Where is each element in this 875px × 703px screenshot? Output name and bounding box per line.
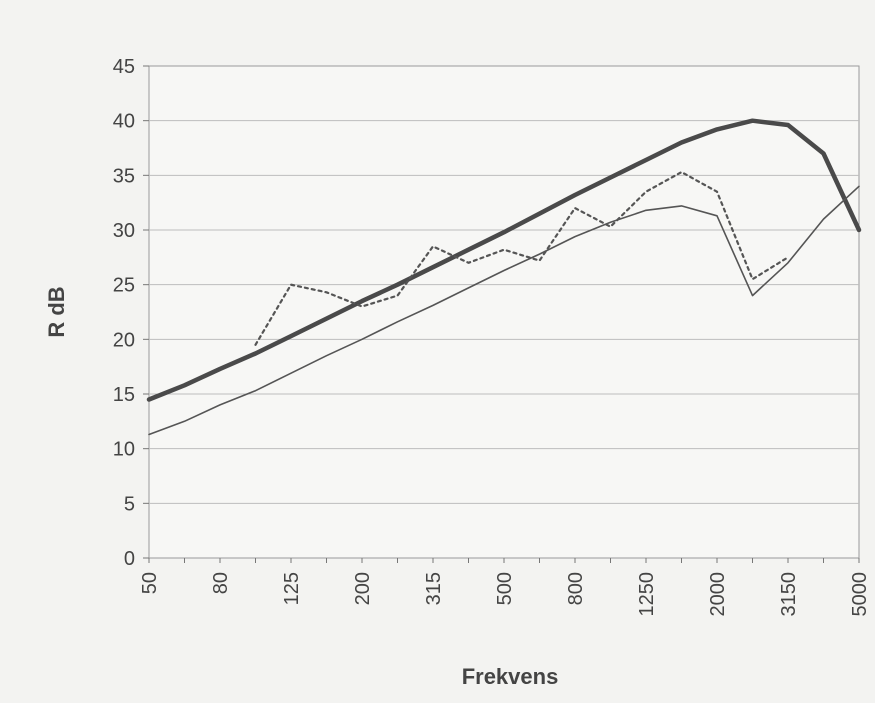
x-tick-label: 315: [423, 572, 445, 605]
series-line-thick: [146, 118, 862, 402]
y-tick-label: 45: [113, 56, 135, 78]
x-tick-label: 1250: [636, 572, 658, 617]
series-line-dotted: [254, 171, 790, 346]
y-tick-label: 25: [113, 275, 135, 297]
x-tick-label: 800: [565, 572, 587, 605]
x-tick-label: 50: [139, 572, 161, 594]
x-axis-title: Frekvens: [462, 664, 559, 689]
y-tick-label: 20: [113, 329, 135, 351]
x-tick-label: 200: [352, 572, 374, 605]
series-line-thin: [148, 185, 860, 436]
y-tick-label: 15: [113, 384, 135, 406]
x-tick-label: 500: [494, 572, 516, 605]
y-axis-title: R dB: [44, 286, 69, 337]
plot-area: [148, 65, 860, 559]
x-tick-label: 80: [210, 572, 232, 594]
y-tick-label: 35: [113, 165, 135, 187]
y-tick-label: 10: [113, 439, 135, 461]
y-tick-label: 0: [124, 548, 135, 570]
y-tick-label: 30: [113, 220, 135, 242]
y-tick-label: 40: [113, 111, 135, 133]
x-tick-label: 5000: [849, 572, 871, 617]
y-tick-label: 5: [124, 493, 135, 515]
x-tick-label: 2000: [707, 572, 729, 617]
x-tick-label: 125: [281, 572, 303, 605]
x-tick-label: 3150: [778, 572, 800, 617]
